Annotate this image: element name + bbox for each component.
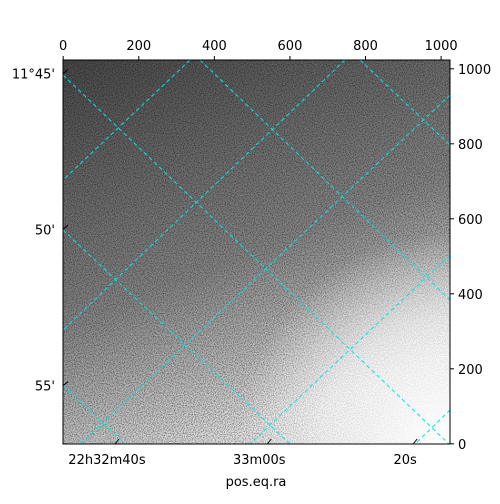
y-tick-label: 1000 — [458, 63, 491, 78]
world-x-tick — [266, 438, 272, 445]
x-tick-label: 0 — [59, 39, 67, 54]
world-x-tick — [114, 438, 120, 445]
world-y-tick-label: 11°45' — [12, 68, 55, 83]
x-tick-label: 1000 — [425, 39, 458, 54]
x-tick-label: 200 — [126, 39, 151, 54]
world-grid — [63, 60, 450, 444]
y-tick-label: 200 — [458, 363, 483, 378]
x-tick-label: 400 — [202, 39, 227, 54]
y-tick-label: 400 — [458, 288, 483, 303]
world-y-tick-label: 55' — [35, 380, 55, 395]
world-y-tick — [62, 381, 69, 387]
world-x-tick-label: 22h32m40s — [68, 453, 146, 468]
y-tick-label: 600 — [458, 213, 483, 228]
x-tick-label: 600 — [278, 39, 303, 54]
world-y-tick — [62, 224, 69, 230]
image — [63, 60, 450, 444]
world-y-tick-label: 50' — [35, 223, 55, 238]
x-axis-label: pos.eq.ra — [226, 475, 287, 490]
y-tick-label: 800 — [458, 138, 483, 153]
y-tick-label: 0 — [458, 438, 466, 453]
x-tick-label: 800 — [353, 39, 378, 54]
world-x-tick — [412, 438, 418, 445]
frame — [62, 59, 451, 445]
world-y-tick — [62, 69, 69, 75]
world-x-tick-label: 33m00s — [233, 453, 286, 468]
world-x-tick-label: 20s — [393, 453, 417, 468]
